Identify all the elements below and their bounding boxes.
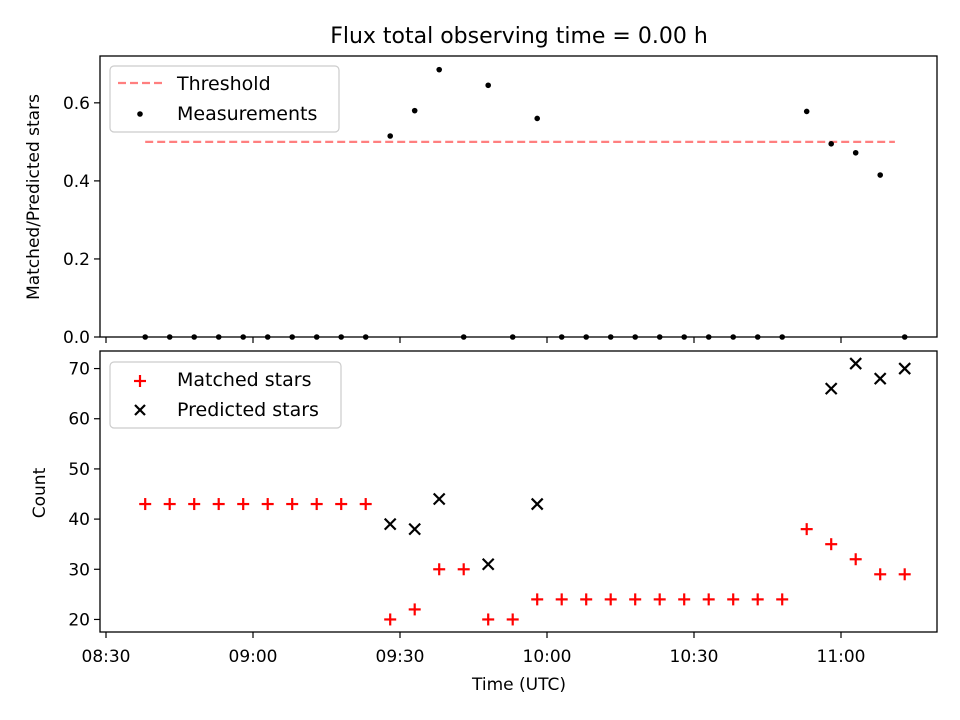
matched-stars-point [212,498,225,511]
matched-stars-point [678,593,691,606]
bottom-legend-box [109,361,342,429]
top-axes-frame [99,55,938,338]
measurements-legend-swatch [137,111,143,117]
top-y-axis-label: Matched/Predicted stars [24,94,44,300]
bottom-legend: Matched stars Predicted stars [109,361,342,429]
measurement-point [803,108,810,115]
predicted-stars-point [432,492,446,506]
matched-stars-point [555,593,568,606]
measurement-point [387,133,394,139]
matched-stars-point [898,568,911,581]
matched-stars-point [335,498,348,511]
matched-stars-point [506,613,519,626]
x-tick-label: 09:30 [376,647,425,667]
matched-stars-point [139,498,152,511]
predicted-stars-point [530,497,544,511]
matched-stars-point [727,593,740,606]
matched-stars-point [776,593,789,606]
bottom-panel: Count Time (UTC) 20 30 40 50 60 70 08:30 09:00 0… [30,350,938,695]
matched-stars-point [751,593,764,606]
top-panel: Flux total observing time = 0.00 h Match… [24,24,938,348]
predicted-stars-point [824,382,838,395]
measurement-point [485,82,492,89]
matched-stars-point [433,563,446,576]
measurement-point [877,172,883,178]
matched-stars-point [702,593,715,606]
matched-stars-point [384,613,397,626]
predicted-stars-point [898,362,911,375]
x-tick-label: 08:30 [82,647,131,667]
matched-stars-point [653,593,666,606]
matched-stars-point [286,498,299,511]
x-tick-label: 10:00 [523,647,572,667]
matched-stars-point [359,498,372,511]
x-axis-label: Time (UTC) [471,675,566,695]
measurement-point [852,149,859,156]
predicted-legend-swatch [134,404,146,416]
threshold-legend-label: Threshold [176,73,271,95]
top-y-tick-label: 0.2 [63,250,90,270]
bottom-y-tick-label: 70 [68,360,90,380]
bottom-axes-frame [99,350,938,633]
top-y-tick-label: 0.4 [63,172,90,192]
top-y-tick-label: 0.6 [63,94,90,114]
bottom-y-tick-label: 50 [68,460,90,480]
matched-stars-point [482,613,495,626]
top-legend-box [109,65,340,133]
matched-stars-point [849,553,862,566]
bottom-y-tick-label: 20 [68,610,90,630]
matched-stars-point [408,603,421,616]
bottom-y-tick-label: 30 [68,560,90,580]
predicted-stars-point [481,557,495,571]
measurement-point [411,107,418,114]
matched-stars-point [580,593,593,606]
measurement-point [534,115,540,122]
predicted-legend-label: Predicted stars [177,399,319,421]
predicted-stars-point [849,357,862,370]
matched-stars-point [188,498,201,511]
predicted-stars-point [873,372,887,385]
matched-stars-point [800,523,813,536]
bottom-y-tick-label: 60 [68,410,90,430]
matched-legend-label: Matched stars [177,369,311,391]
measurements-legend-label: Measurements [177,103,317,125]
predicted-stars-point [383,517,397,531]
matched-stars-point [163,498,176,511]
bottom-y-axis-label: Count [30,467,50,518]
matched-stars-point [457,563,470,576]
matched-stars-point [261,498,274,511]
matched-stars-point [531,593,544,606]
matched-stars-point [237,498,250,511]
x-tick-label: 11:00 [817,647,866,667]
predicted-stars-point [408,522,421,536]
matched-stars-point [310,498,323,511]
chart-title: Flux total observing time = 0.00 h [330,24,708,49]
matched-legend-swatch [134,375,146,387]
measurement-point [828,141,834,147]
matched-stars-point [825,538,838,551]
x-tick-label: 09:00 [229,647,278,667]
top-y-tick-label: 0.0 [63,328,90,348]
bottom-y-tick-label: 40 [68,510,90,530]
matched-stars-point [629,593,642,606]
measurement-point [436,66,443,73]
x-tick-label: 10:30 [670,647,719,667]
matched-stars-point [604,593,617,606]
matched-stars-point [874,568,887,581]
top-legend: Threshold Measurements [109,65,340,133]
